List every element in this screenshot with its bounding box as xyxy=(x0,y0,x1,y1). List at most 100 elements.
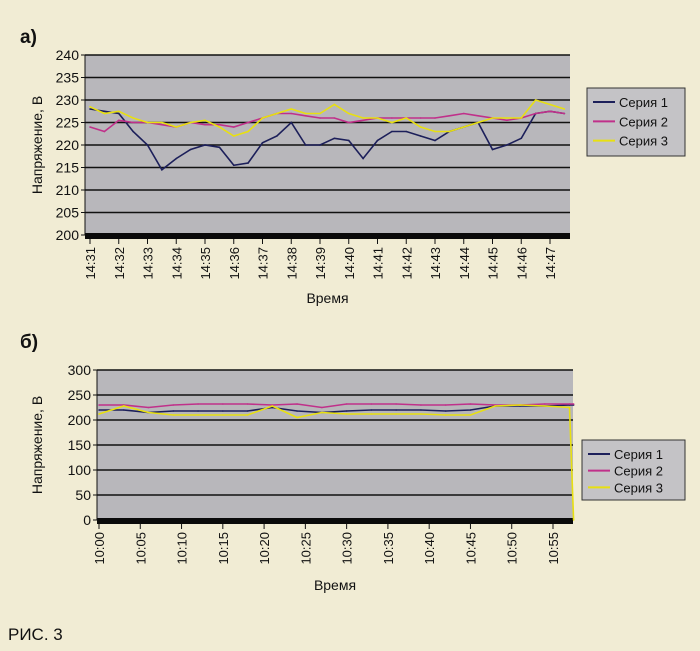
data-point xyxy=(197,410,199,412)
data-point xyxy=(347,121,350,124)
data-point xyxy=(448,130,451,133)
data-point xyxy=(563,108,566,110)
data-point xyxy=(98,404,100,406)
x-tick-label: 10:30 xyxy=(340,532,355,565)
x-tick-label: 14:33 xyxy=(141,247,156,280)
data-point xyxy=(321,411,323,414)
data-point xyxy=(222,403,224,405)
data-point xyxy=(296,416,298,419)
data-point xyxy=(362,119,364,122)
x-tick-label: 10:20 xyxy=(257,532,272,565)
data-point xyxy=(147,411,150,414)
data-point xyxy=(161,121,163,124)
y-tick-label: 240 xyxy=(56,47,80,63)
data-point xyxy=(519,404,521,406)
data-point xyxy=(520,137,523,140)
data-point xyxy=(370,413,373,415)
chart-a: 200 205 210 215 220 225 230 235 240 14:31 14:32 14:… xyxy=(29,47,686,306)
data-point xyxy=(271,406,274,409)
data-point xyxy=(469,403,472,405)
data-point xyxy=(172,410,175,412)
legend-label: Серия 1 xyxy=(614,447,663,462)
data-point xyxy=(391,117,393,119)
data-point xyxy=(232,135,235,137)
data-point xyxy=(247,130,249,133)
y-tick-label: 100 xyxy=(68,462,92,478)
legend-label: Серия 2 xyxy=(619,114,668,129)
data-point xyxy=(247,121,249,124)
data-point xyxy=(319,117,321,119)
y-tick-label: 210 xyxy=(56,182,80,198)
data-point xyxy=(197,403,199,405)
y-tick-label: 250 xyxy=(68,387,92,403)
x-tick-label: 10:40 xyxy=(422,532,437,565)
x-tick-label: 10:05 xyxy=(133,532,148,565)
x-tick-label: 14:37 xyxy=(256,247,271,280)
data-point xyxy=(261,141,264,144)
x-axis-title: Время xyxy=(314,577,356,593)
data-point xyxy=(98,413,100,415)
series-line-2 xyxy=(89,110,565,133)
data-point xyxy=(506,144,508,146)
data-point xyxy=(419,126,422,128)
y-axis-title: Напряжение, В xyxy=(29,96,45,194)
data-point xyxy=(543,405,546,407)
data-point xyxy=(296,410,298,412)
x-tick-label: 14:36 xyxy=(227,247,242,280)
y-tick-label: 235 xyxy=(56,70,80,86)
data-point xyxy=(161,123,163,126)
panel-label-b: б) xyxy=(20,332,38,353)
data-point xyxy=(172,414,175,416)
data-point xyxy=(271,405,274,407)
data-point xyxy=(333,117,336,119)
data-point xyxy=(419,117,422,119)
data-point xyxy=(189,121,192,124)
series-line-1 xyxy=(89,108,565,171)
data-point xyxy=(444,404,447,406)
data-point xyxy=(477,121,479,124)
x-tick-label: 14:46 xyxy=(514,247,529,280)
data-point xyxy=(572,403,575,405)
data-point xyxy=(549,110,551,113)
data-point xyxy=(391,130,393,133)
x-tick-label: 14:47 xyxy=(543,247,558,280)
data-point xyxy=(304,112,307,115)
data-point xyxy=(420,404,422,406)
data-point xyxy=(370,403,373,405)
panel-label-a: а) xyxy=(20,27,37,48)
data-point xyxy=(147,406,150,409)
data-point xyxy=(304,114,307,117)
data-point xyxy=(469,409,472,411)
x-tick-label: 14:44 xyxy=(457,247,472,280)
data-point xyxy=(103,130,106,133)
data-point xyxy=(246,414,249,416)
x-tick-label: 14:38 xyxy=(284,247,299,280)
x-axis-baseline xyxy=(85,233,570,239)
x-tick-label: 10:10 xyxy=(175,532,190,565)
data-point xyxy=(444,414,447,416)
data-point xyxy=(347,112,350,115)
data-point xyxy=(89,126,91,128)
data-point xyxy=(321,406,323,409)
data-point xyxy=(347,139,350,142)
data-point xyxy=(247,162,249,164)
y-axis-title: Напряжение, В xyxy=(29,396,45,494)
data-point xyxy=(232,164,235,167)
data-point xyxy=(117,110,120,113)
x-tick-label: 14:31 xyxy=(83,247,98,280)
x-axis-baseline xyxy=(97,518,573,524)
x-tick-label: 14:45 xyxy=(486,247,501,280)
data-point xyxy=(204,144,206,146)
data-point xyxy=(420,413,422,415)
data-point xyxy=(563,112,566,115)
x-tick-label: 14:34 xyxy=(169,247,184,280)
data-point xyxy=(246,403,249,405)
data-point xyxy=(204,119,206,122)
data-point xyxy=(175,157,178,160)
data-point xyxy=(319,112,321,115)
data-point xyxy=(448,114,451,117)
x-tick-label: 10:55 xyxy=(546,532,561,565)
x-tick-label: 14:35 xyxy=(198,247,213,280)
